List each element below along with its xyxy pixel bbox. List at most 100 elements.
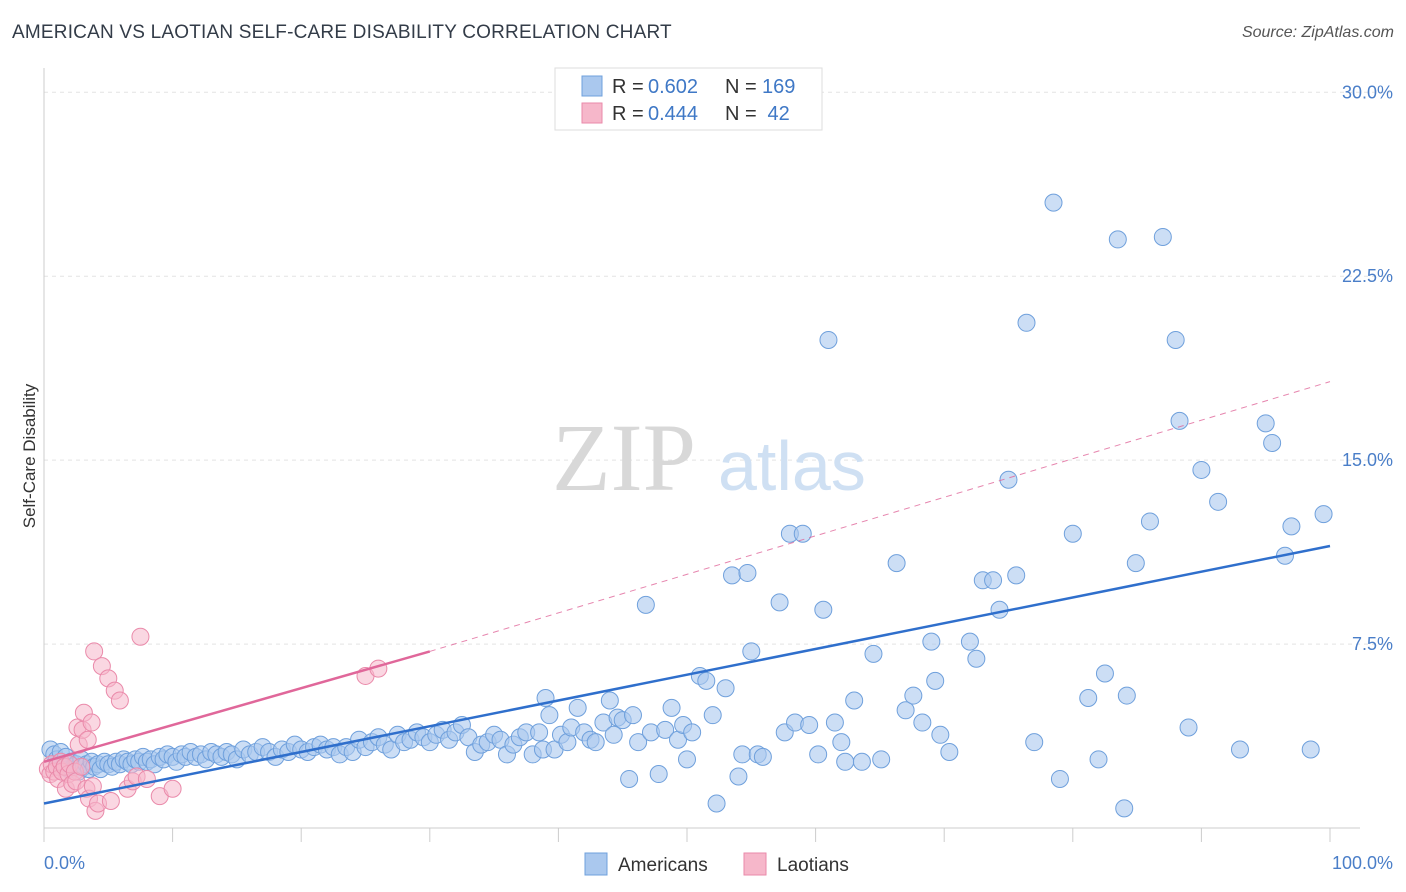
americans-point-185 [1179,718,1198,737]
americans-point-116 [629,733,648,752]
americans-point-124 [678,750,696,769]
watermark: ZIP atlas [552,404,866,511]
americans-point-117 [636,595,655,614]
laotians-points [38,627,388,820]
americans-point-105 [568,698,587,717]
legend-americans-r-value: 0.602 [648,76,698,98]
americans-point-129 [707,794,726,813]
americans-point-111 [604,725,623,744]
americans-point-130 [716,679,735,698]
americans-point-148 [832,733,851,752]
americans-point-177 [1108,230,1127,249]
laotians-point-39 [163,779,182,798]
americans-point-142 [793,524,812,543]
americans-point-171 [1044,193,1063,212]
americans-point-161 [940,742,959,761]
americans-point-180 [1126,554,1145,573]
legend-laotians-n-value: 42 [762,103,790,125]
americans-point-145 [814,600,833,619]
americans-point-175 [1089,750,1108,769]
americans-point-181 [1140,512,1159,531]
americans-point-194 [1314,505,1333,524]
americans-point-158 [922,632,941,651]
americans-point-110 [600,691,619,710]
legend-americans-n-label: N = [725,76,757,98]
americans-point-160 [931,725,950,744]
axes [43,68,1360,842]
laotians-point-23 [82,713,101,732]
americans-point-179 [1117,686,1136,705]
americans-point-169 [1017,313,1036,332]
americans-point-108 [586,733,605,752]
x-tick-labels: 0.0% 100.0% [44,853,1393,873]
americans-point-115 [623,706,642,725]
americans-point-168 [1007,566,1026,585]
americans-point-183 [1166,330,1185,349]
americans-point-157 [913,713,932,732]
americans-point-97 [530,723,549,742]
americans-point-154 [887,554,906,573]
americans-point-121 [662,698,681,717]
legend-bottom: Americans Laotians [584,852,849,876]
americans-point-143 [800,715,819,734]
americans-point-151 [852,752,871,771]
americans-points [41,193,1333,818]
americans-point-137 [753,747,772,766]
laotians-point-25 [85,642,104,661]
americans-point-144 [809,745,828,764]
laotians-point-21 [78,730,97,749]
grid [44,91,1390,645]
legend-bottom-laotians-swatch [743,852,767,876]
watermark-zip: ZIP [552,404,696,511]
legend-top: R = 0.602 N = 169 R = 0.444 N = 42 [554,67,823,131]
americans-point-134 [738,563,757,582]
y-tick-label-2: 22.5% [1342,266,1393,286]
americans-point-176 [1095,664,1114,683]
laotians-point-36 [131,627,150,646]
americans-point-152 [864,644,883,663]
americans-point-173 [1063,524,1082,543]
americans-point-155 [896,701,915,720]
americans-point-149 [836,752,855,771]
americans-point-128 [703,706,722,725]
y-tick-labels: 7.5% 15.0% 22.5% 30.0% [1342,82,1393,654]
americans-point-187 [1209,492,1228,511]
americans-point-188 [1230,740,1249,759]
americans-trend-line [43,544,1331,805]
americans-point-182 [1153,227,1172,246]
americans-point-147 [825,713,844,732]
chart-title: AMERICAN VS LAOTIAN SELF-CARE DISABILITY… [12,22,672,43]
americans-point-184 [1170,411,1189,430]
americans-point-178 [1115,799,1134,818]
americans-point-186 [1192,460,1211,479]
legend-laotians-r-label: R = [612,103,644,125]
source-label: Source: ZipAtlas.com [1241,24,1394,41]
americans-point-192 [1282,517,1301,536]
americans-point-125 [683,723,702,742]
legend-bottom-americans-swatch [584,852,608,876]
laotians-point-32 [110,691,129,710]
x-tick-label-1: 100.0% [1332,853,1393,873]
legend-laotians-n-label: N = [725,103,757,125]
americans-point-163 [967,649,986,668]
legend-bottom-americans-label: Americans [618,855,708,876]
y-tick-label-0: 7.5% [1352,634,1393,654]
legend-americans-r-label: R = [612,76,644,98]
legend-bottom-laotians-label: Laotians [777,855,849,876]
americans-point-190 [1263,433,1282,452]
y-tick-label-3: 30.0% [1342,82,1393,102]
laotians-point-30 [101,792,120,811]
americans-point-120 [656,720,675,739]
legend-laotians-swatch [581,102,603,124]
americans-point-133 [733,745,752,764]
laotians-trend-line-extended [429,381,1331,652]
americans-point-100 [540,706,559,725]
legend-laotians-r-value: 0.444 [648,103,698,125]
trend-lines [43,381,1331,805]
americans-point-127 [697,671,716,690]
americans-point-131 [723,566,742,585]
americans-point-159 [926,671,945,690]
americans-point-119 [649,765,668,784]
y-axis-label: Self-Care Disability [20,383,39,528]
